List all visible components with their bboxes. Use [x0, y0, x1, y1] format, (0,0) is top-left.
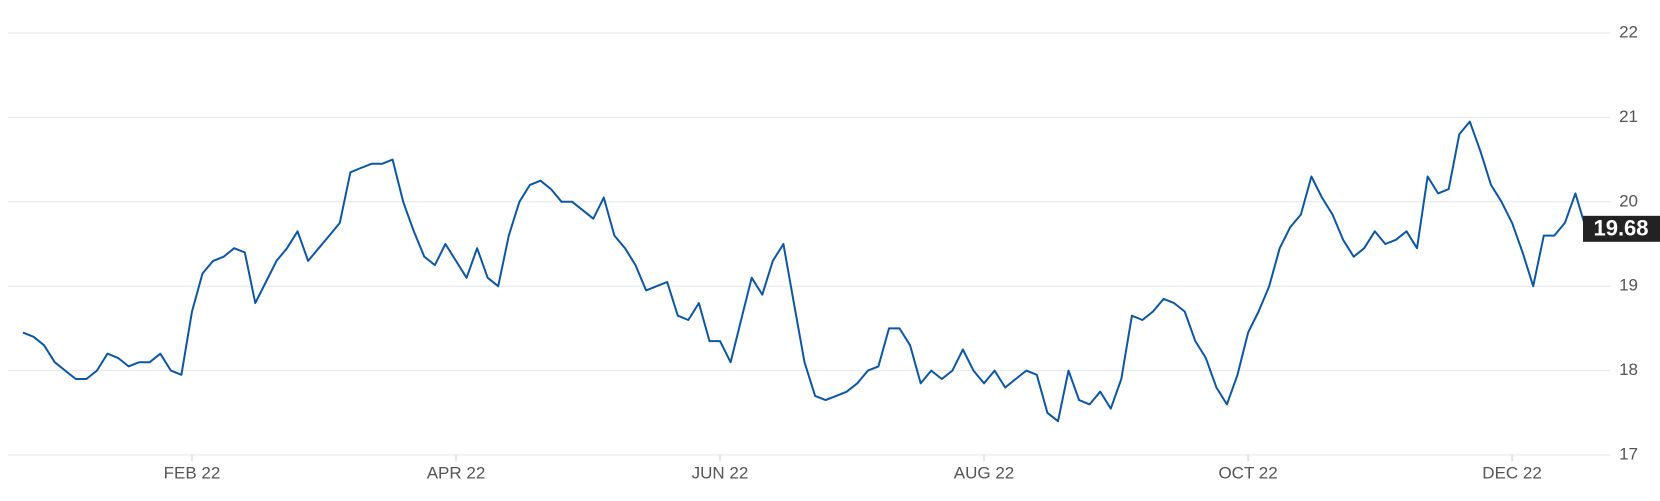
y-tick-label: 19: [1619, 276, 1638, 295]
y-tick-label: 21: [1619, 107, 1638, 126]
x-tick-label: DEC 22: [1482, 463, 1542, 482]
last-value-label: 19.68: [1593, 216, 1648, 241]
last-value-badge: 19.68: [1583, 216, 1660, 242]
x-tick-label: AUG 22: [954, 463, 1014, 482]
y-tick-label: 17: [1619, 444, 1638, 463]
x-tick-label: OCT 22: [1218, 463, 1277, 482]
badge-bg: [1583, 215, 1660, 242]
y-tick-label: 20: [1619, 191, 1638, 210]
x-tick-label: FEB 22: [164, 463, 221, 482]
y-tick-label: 22: [1619, 22, 1638, 41]
price-line: [22, 120, 1587, 423]
x-tick-label: APR 22: [427, 463, 486, 482]
y-tick-label: 18: [1619, 360, 1638, 379]
x-tick-label: JUN 22: [692, 463, 749, 482]
